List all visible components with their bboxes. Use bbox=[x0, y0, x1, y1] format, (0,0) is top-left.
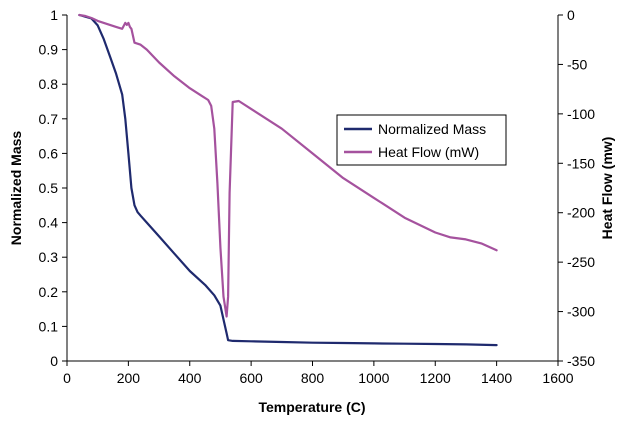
y-left-tick-label: 0.4 bbox=[39, 215, 59, 231]
series-line-normalized-mass bbox=[78, 13, 498, 347]
x-tick-label: 1000 bbox=[358, 370, 389, 386]
y-left-tick-label: 0.1 bbox=[39, 318, 59, 334]
y-right-tick-label: -250 bbox=[567, 254, 595, 270]
y-right-tick-label: -100 bbox=[567, 106, 595, 122]
y-axis-left-title: Normalized Mass bbox=[8, 131, 24, 246]
x-tick-label: 800 bbox=[301, 370, 325, 386]
x-tick-label: 600 bbox=[239, 370, 263, 386]
y-left-tick-label: 0.7 bbox=[39, 111, 59, 127]
x-axis-title: Temperature (C) bbox=[258, 399, 365, 415]
legend-box bbox=[336, 114, 507, 166]
y-left-tick-label: 0 bbox=[50, 353, 58, 369]
x-tick-label: 1200 bbox=[420, 370, 451, 386]
y-axis-right-title: Heat Flow (mw) bbox=[599, 137, 615, 240]
y-right-tick-label: -200 bbox=[567, 205, 595, 221]
series-line-heat-flow bbox=[78, 13, 498, 318]
y-right-tick-label: -50 bbox=[567, 56, 587, 72]
y-right-tick-label: 0 bbox=[567, 7, 575, 23]
x-tick-label: 400 bbox=[178, 370, 202, 386]
y-left-tick-label: 0.8 bbox=[39, 76, 59, 92]
legend-label-heat-flow: Heat Flow (mW) bbox=[378, 144, 479, 160]
y-left-tick-label: 0.6 bbox=[39, 145, 59, 161]
y-right-tick-label: -300 bbox=[567, 304, 595, 320]
y-left-tick-label: 0.3 bbox=[39, 249, 59, 265]
y-left-tick-label: 0.5 bbox=[39, 180, 59, 196]
y-left-tick-label: 0.2 bbox=[39, 284, 59, 300]
y-left-tick-label: 1 bbox=[50, 7, 58, 23]
x-tick-label: 200 bbox=[117, 370, 141, 386]
y-left-tick-label: 0.9 bbox=[39, 42, 59, 58]
x-tick-label: 1400 bbox=[481, 370, 512, 386]
y-right-tick-label: -150 bbox=[567, 155, 595, 171]
legend-label-normalized-mass: Normalized Mass bbox=[378, 121, 486, 137]
legend: Normalized Mass Heat Flow (mW) bbox=[336, 114, 507, 166]
y-right-tick-label: -350 bbox=[567, 353, 595, 369]
x-tick-label: 1600 bbox=[542, 370, 573, 386]
x-tick-label: 0 bbox=[63, 370, 71, 386]
